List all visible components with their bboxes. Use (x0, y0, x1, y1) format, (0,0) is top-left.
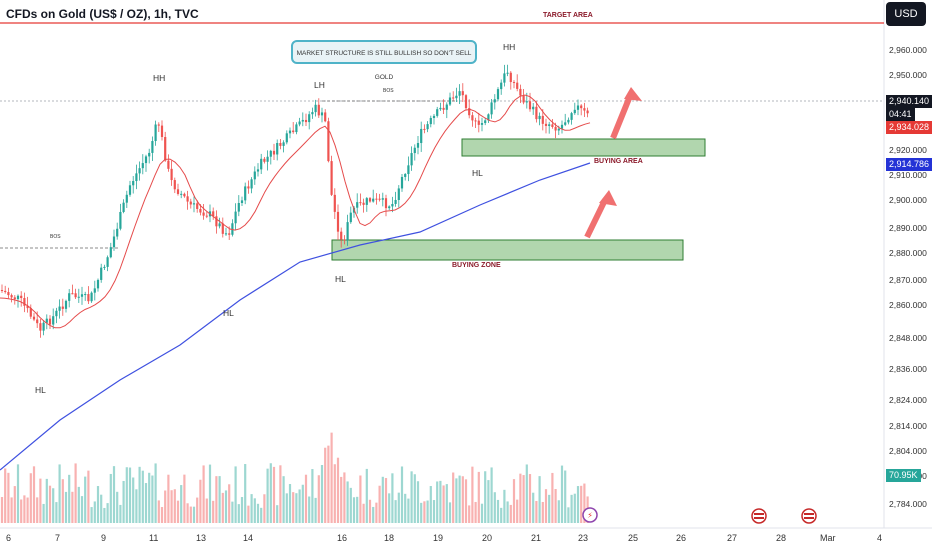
buying-area-rect[interactable] (461, 138, 706, 157)
swing-label-lh: LH (314, 80, 325, 90)
time-tick: Mar (820, 533, 836, 543)
bos-label: BOS (50, 234, 61, 240)
time-tick: 26 (676, 533, 687, 543)
price-tick: 2,920.000 (889, 145, 927, 155)
up-arrow-icon (584, 190, 617, 239)
us-flag-icon[interactable] (801, 508, 817, 524)
price-tick: 2,824.000 (889, 395, 927, 405)
time-tick: 19 (433, 533, 444, 543)
svg-text:⚡: ⚡ (587, 511, 593, 520)
time-tick: 4 (877, 533, 883, 543)
time-tick: 21 (531, 533, 542, 543)
time-tick: 6 (6, 533, 12, 543)
ma-price-badge: 2,914.786 (886, 158, 932, 171)
countdown-badge: 04:41 (886, 108, 915, 121)
chart-title: CFDs on Gold (US$ / OZ), 1h, TVC (6, 7, 199, 21)
volume-bars (0, 432, 589, 523)
time-tick: 25 (628, 533, 639, 543)
moving-average-red (0, 94, 591, 329)
swing-label-hh: HH (503, 42, 516, 52)
swing-label-hl: HL (335, 274, 346, 284)
time-tick: 9 (101, 533, 107, 543)
time-tick: 16 (337, 533, 348, 543)
price-tick: 2,860.000 (889, 300, 927, 310)
market-note-box[interactable]: MARKET STRUCTURE IS STILL BULLISH SO DON… (291, 40, 477, 81)
price-tick: 2,814.000 (889, 421, 927, 431)
red-price-badge: 2,934.028 (886, 121, 932, 134)
bos-label: BOS (383, 88, 394, 94)
buying-area-label: BUYING AREA (594, 158, 643, 165)
time-tick: 27 (727, 533, 738, 543)
buying-zone-rect[interactable] (331, 239, 684, 261)
candlesticks (0, 64, 589, 338)
time-tick: 13 (196, 533, 207, 543)
time-tick: 20 (482, 533, 493, 543)
event-icon[interactable] (582, 507, 598, 523)
buying-zone-label: BUYING ZONE (452, 262, 501, 269)
swing-label-hh: HH (153, 73, 166, 83)
price-tick: 2,950.000 (889, 70, 927, 80)
price-tick: 2,900.000 (889, 195, 927, 205)
price-tick: 2,890.000 (889, 223, 927, 233)
time-tick: 18 (384, 533, 395, 543)
time-tick: 11 (149, 533, 159, 543)
last-price-badge: 2,940.140 (886, 95, 932, 108)
price-tick: 2,880.000 (889, 248, 927, 258)
time-tick: 7 (55, 533, 61, 543)
target-area-label: TARGET AREA (543, 12, 593, 19)
currency-button[interactable]: USD (886, 2, 926, 26)
swing-label-hl: HL (472, 168, 483, 178)
price-tick: 2,804.000 (889, 446, 927, 456)
price-tick: 2,910.000 (889, 170, 927, 180)
price-tick: 2,960.000 (889, 45, 927, 55)
swing-label-hl: HL (223, 308, 234, 318)
price-tick: 2,870.000 (889, 275, 927, 285)
price-tick: 2,848.000 (889, 333, 927, 343)
price-tick: 2,836.000 (889, 364, 927, 374)
time-tick: 28 (776, 533, 787, 543)
swing-label-hl: HL (35, 385, 46, 395)
moving-average-blue (0, 162, 591, 471)
price-tick: 2,784.000 (889, 499, 927, 509)
time-tick: 23 (578, 533, 589, 543)
us-flag-icon[interactable] (751, 508, 767, 524)
up-arrow-icon (610, 87, 642, 140)
time-tick: 14 (243, 533, 254, 543)
volume-badge: 70.95K (886, 469, 921, 482)
